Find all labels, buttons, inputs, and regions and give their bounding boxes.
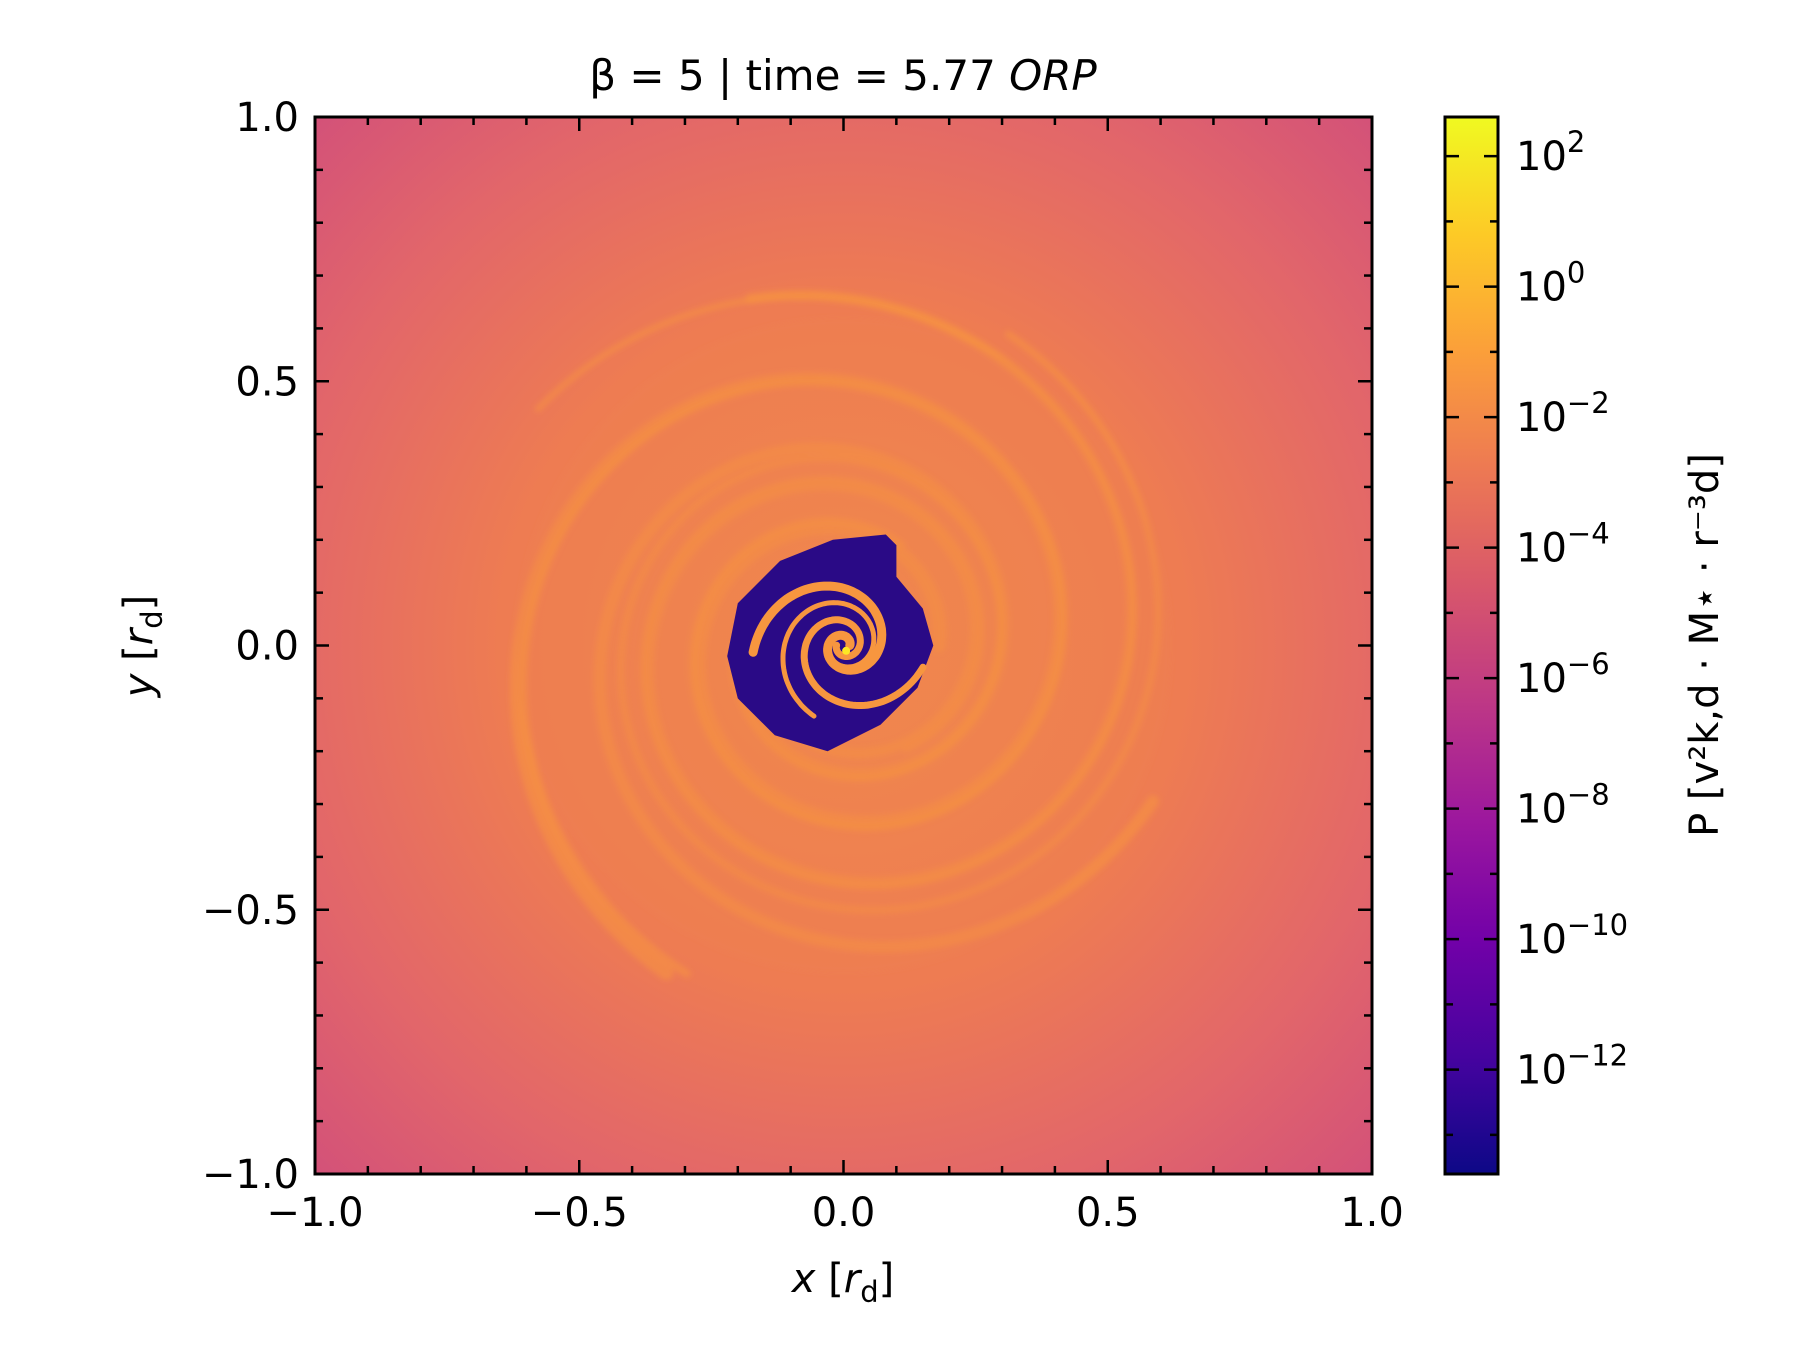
plot-ticks [313, 115, 1374, 1176]
x-tick-label: 1.0 [1340, 1190, 1404, 1236]
x-tick-label: 0.5 [1076, 1190, 1140, 1236]
inner-spiral-arm [800, 616, 927, 709]
x-axis-title: x [rd] [790, 1256, 894, 1309]
inner-cavity [727, 534, 934, 752]
colorbar-tick-label: 10−8 [1516, 778, 1610, 833]
colorbar-tick-label: 100 [1516, 256, 1585, 311]
y-axis-title: y [rd] [116, 595, 169, 698]
x-tick-label: 0.0 [812, 1190, 876, 1236]
y-tick-labels: 1.0 0.5 0.0 −0.5 −1.0 [202, 95, 299, 1198]
x-tick-label: −1.0 [266, 1190, 363, 1236]
y-tick-label: 0.0 [235, 624, 299, 670]
colorbar-tick-label: 10−2 [1516, 386, 1610, 441]
chart-title: β = 5 | time = 5.77 ORP [589, 51, 1097, 100]
colorbar-label: P [v²k,d · M⋆ · r⁻³d] [1682, 453, 1728, 837]
colorbar-tick-label: 10−12 [1516, 1039, 1628, 1094]
colorbar-tick-label: 102 [1516, 125, 1585, 180]
colorbar [1443, 115, 1500, 1176]
heatmap-field [315, 117, 1372, 1174]
x-tick-labels: −1.0 −0.5 0.0 0.5 1.0 [266, 1190, 1403, 1236]
y-tick-label: −1.0 [202, 1152, 299, 1198]
colorbar-tick-labels: 10−12 10−10 10−8 10−6 10−4 10−2 100 102 [1516, 125, 1628, 1093]
colorbar-tick-label: 10−10 [1516, 908, 1628, 963]
colorbar-ticks [1445, 154, 1498, 1137]
core-point [842, 646, 851, 655]
colorbar-tick-label: 10−6 [1516, 647, 1610, 702]
x-tick-label: −0.5 [531, 1190, 628, 1236]
colorbar-tick-label: 10−4 [1516, 517, 1610, 572]
y-tick-label: 1.0 [235, 95, 299, 141]
y-tick-label: −0.5 [202, 888, 299, 934]
inner-spiral-arm [780, 600, 877, 719]
y-tick-label: 0.5 [235, 359, 299, 405]
